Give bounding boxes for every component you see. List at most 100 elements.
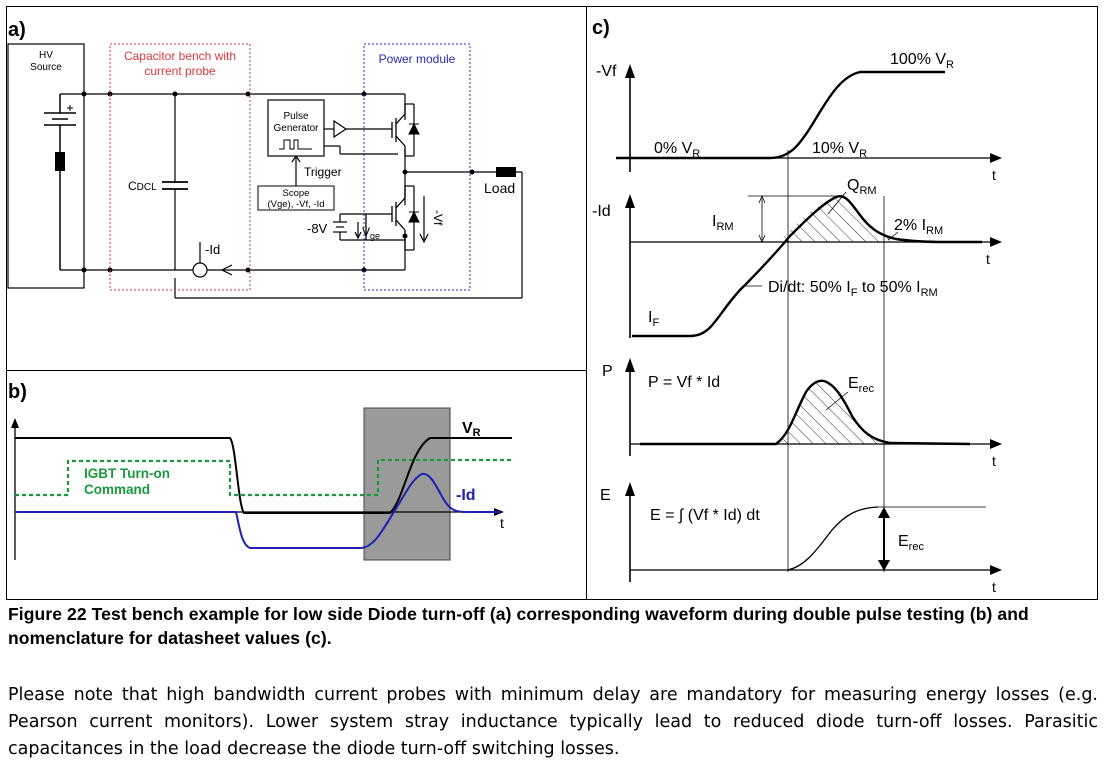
pulse-waveform-icon bbox=[279, 139, 312, 150]
current-arrow-icon bbox=[220, 264, 233, 276]
irm-arrow-top-icon bbox=[758, 194, 766, 204]
panel-a: a) HV Source bbox=[7, 19, 523, 299]
capacitor-bench-region bbox=[109, 43, 251, 291]
vf-100-text: 100% V bbox=[890, 51, 946, 68]
vge-v: V bbox=[362, 225, 370, 239]
vf-x-arrow-icon bbox=[990, 153, 1002, 163]
didt-label: Di/dt: 50% IF to 50% IRM bbox=[768, 279, 938, 299]
trigger-label: Trigger bbox=[304, 165, 342, 179]
p-t-label: t bbox=[992, 453, 996, 469]
qrm-q: Q bbox=[847, 177, 859, 194]
panel-b-label: b) bbox=[8, 381, 27, 403]
erec-p-label: Erec bbox=[848, 375, 874, 395]
erec-e-label: Erec bbox=[898, 533, 924, 553]
id-t-label: t bbox=[986, 251, 990, 267]
e-axis-label: E bbox=[600, 487, 611, 504]
p-curve bbox=[640, 379, 971, 446]
if-i: I bbox=[648, 309, 652, 326]
junction-dots bbox=[81, 91, 475, 273]
capacitor-bench-label-2: current probe bbox=[144, 64, 216, 78]
body-paragraph: Please note that high bandwidth current … bbox=[8, 685, 1098, 759]
igbt-command-trace bbox=[15, 458, 512, 497]
low-side-diode-icon bbox=[408, 210, 420, 223]
scope-label-2: (Vge), -Vf, -Id bbox=[267, 199, 324, 210]
vf-label: -Vf bbox=[431, 210, 445, 226]
irm-sub: RM bbox=[716, 221, 733, 233]
vf-10-text: 10% V bbox=[812, 140, 859, 157]
id-axis-label: -Id bbox=[592, 203, 611, 220]
p-x-arrow-icon bbox=[990, 439, 1002, 449]
if-label: IF bbox=[648, 309, 659, 329]
pct2-sub: RM bbox=[926, 225, 943, 237]
qrm-hatch bbox=[778, 196, 890, 242]
resistor-icon bbox=[55, 152, 65, 171]
panel-c-label: c) bbox=[592, 17, 610, 39]
gate-bias-source-icon bbox=[333, 214, 405, 241]
panel-a-label: a) bbox=[8, 19, 26, 41]
erec-p-e: E bbox=[848, 375, 859, 392]
e-curve bbox=[787, 506, 879, 571]
current-probe-icon bbox=[192, 262, 208, 278]
hv-source-label-2: Source bbox=[30, 62, 62, 73]
e-x-arrow-icon bbox=[990, 565, 1002, 575]
pct2-label: 2% IRM bbox=[894, 217, 943, 237]
if-sub: F bbox=[652, 317, 659, 329]
qrm-sub: RM bbox=[859, 185, 876, 197]
didt-b: to 50% I bbox=[857, 279, 920, 296]
vf-curve bbox=[616, 70, 945, 160]
figure-22: a) HV Source bbox=[6, 6, 1098, 600]
id-y-arrow-icon bbox=[625, 194, 635, 208]
irm-i: I bbox=[712, 213, 716, 230]
vf-100-sub: R bbox=[946, 59, 954, 71]
vr-v: V bbox=[462, 420, 473, 437]
p-y-arrow-icon bbox=[625, 358, 635, 372]
probe-id-label: -Id bbox=[205, 242, 220, 257]
irm-arrow-bottom-icon bbox=[758, 234, 766, 244]
vf-0-text: 0% V bbox=[654, 140, 693, 157]
id-trace-label: -Id bbox=[456, 487, 476, 504]
trigger-arrow-icon bbox=[291, 154, 301, 163]
battery-icon bbox=[44, 94, 76, 270]
vr-trace bbox=[15, 437, 512, 514]
figure-frame bbox=[6, 6, 1098, 600]
scope-box bbox=[257, 185, 335, 211]
vf-100-label: 100% VR bbox=[890, 51, 954, 71]
vr-label: VR bbox=[462, 420, 481, 439]
scope-label-1: Scope bbox=[283, 188, 310, 199]
vge-label: Vge bbox=[362, 225, 380, 241]
cdcl-label: CDCL bbox=[128, 179, 157, 193]
vf-0-sub: R bbox=[692, 148, 700, 160]
e-equation: E = ∫ (Vf * Id) dt bbox=[650, 507, 760, 524]
power-module-label: Power module bbox=[379, 52, 456, 66]
neg-8v-label: -8V bbox=[307, 221, 328, 236]
gate-driver-icon bbox=[333, 119, 348, 139]
didt-a: Di/dt: 50% I bbox=[768, 279, 851, 296]
power-module-region bbox=[363, 43, 471, 291]
vf-t-label: t bbox=[992, 167, 996, 183]
id-trace bbox=[15, 472, 500, 549]
e-y-arrow-icon bbox=[625, 482, 635, 496]
irm-label: IRM bbox=[712, 213, 734, 233]
p-axis-label: P bbox=[602, 363, 613, 380]
erec-p-sub: rec bbox=[859, 383, 875, 395]
qrm-label: QRM bbox=[847, 177, 877, 197]
figure-caption: Figure 22 Test bench example for low sid… bbox=[8, 604, 1029, 648]
load-icon bbox=[496, 167, 516, 177]
vf-axis-label: -Vf bbox=[596, 63, 617, 80]
pulse-generator-label-2: Generator bbox=[273, 123, 319, 134]
vf-arrow-icon bbox=[419, 233, 429, 244]
pulse-generator-label-1: Pulse bbox=[283, 111, 308, 122]
erec-arrow-bottom-icon bbox=[878, 560, 890, 571]
panel-b: b) t IGBT Turn-on Command VR -Id bbox=[8, 381, 512, 561]
panel-b-y-arrow-icon bbox=[11, 418, 19, 428]
hv-source-box bbox=[7, 43, 85, 289]
vf-y-arrow-icon bbox=[625, 64, 635, 78]
id-x-arrow-icon bbox=[990, 237, 1002, 247]
didt-sub: RM bbox=[921, 287, 938, 299]
panel-b-t-label: t bbox=[500, 515, 504, 531]
e-t-label: t bbox=[992, 579, 996, 595]
vr-sub: R bbox=[473, 427, 481, 439]
vf-10-sub: R bbox=[859, 148, 867, 160]
igbt-command-label-2: Command bbox=[84, 482, 150, 497]
erec-arrow-top-icon bbox=[878, 507, 890, 518]
